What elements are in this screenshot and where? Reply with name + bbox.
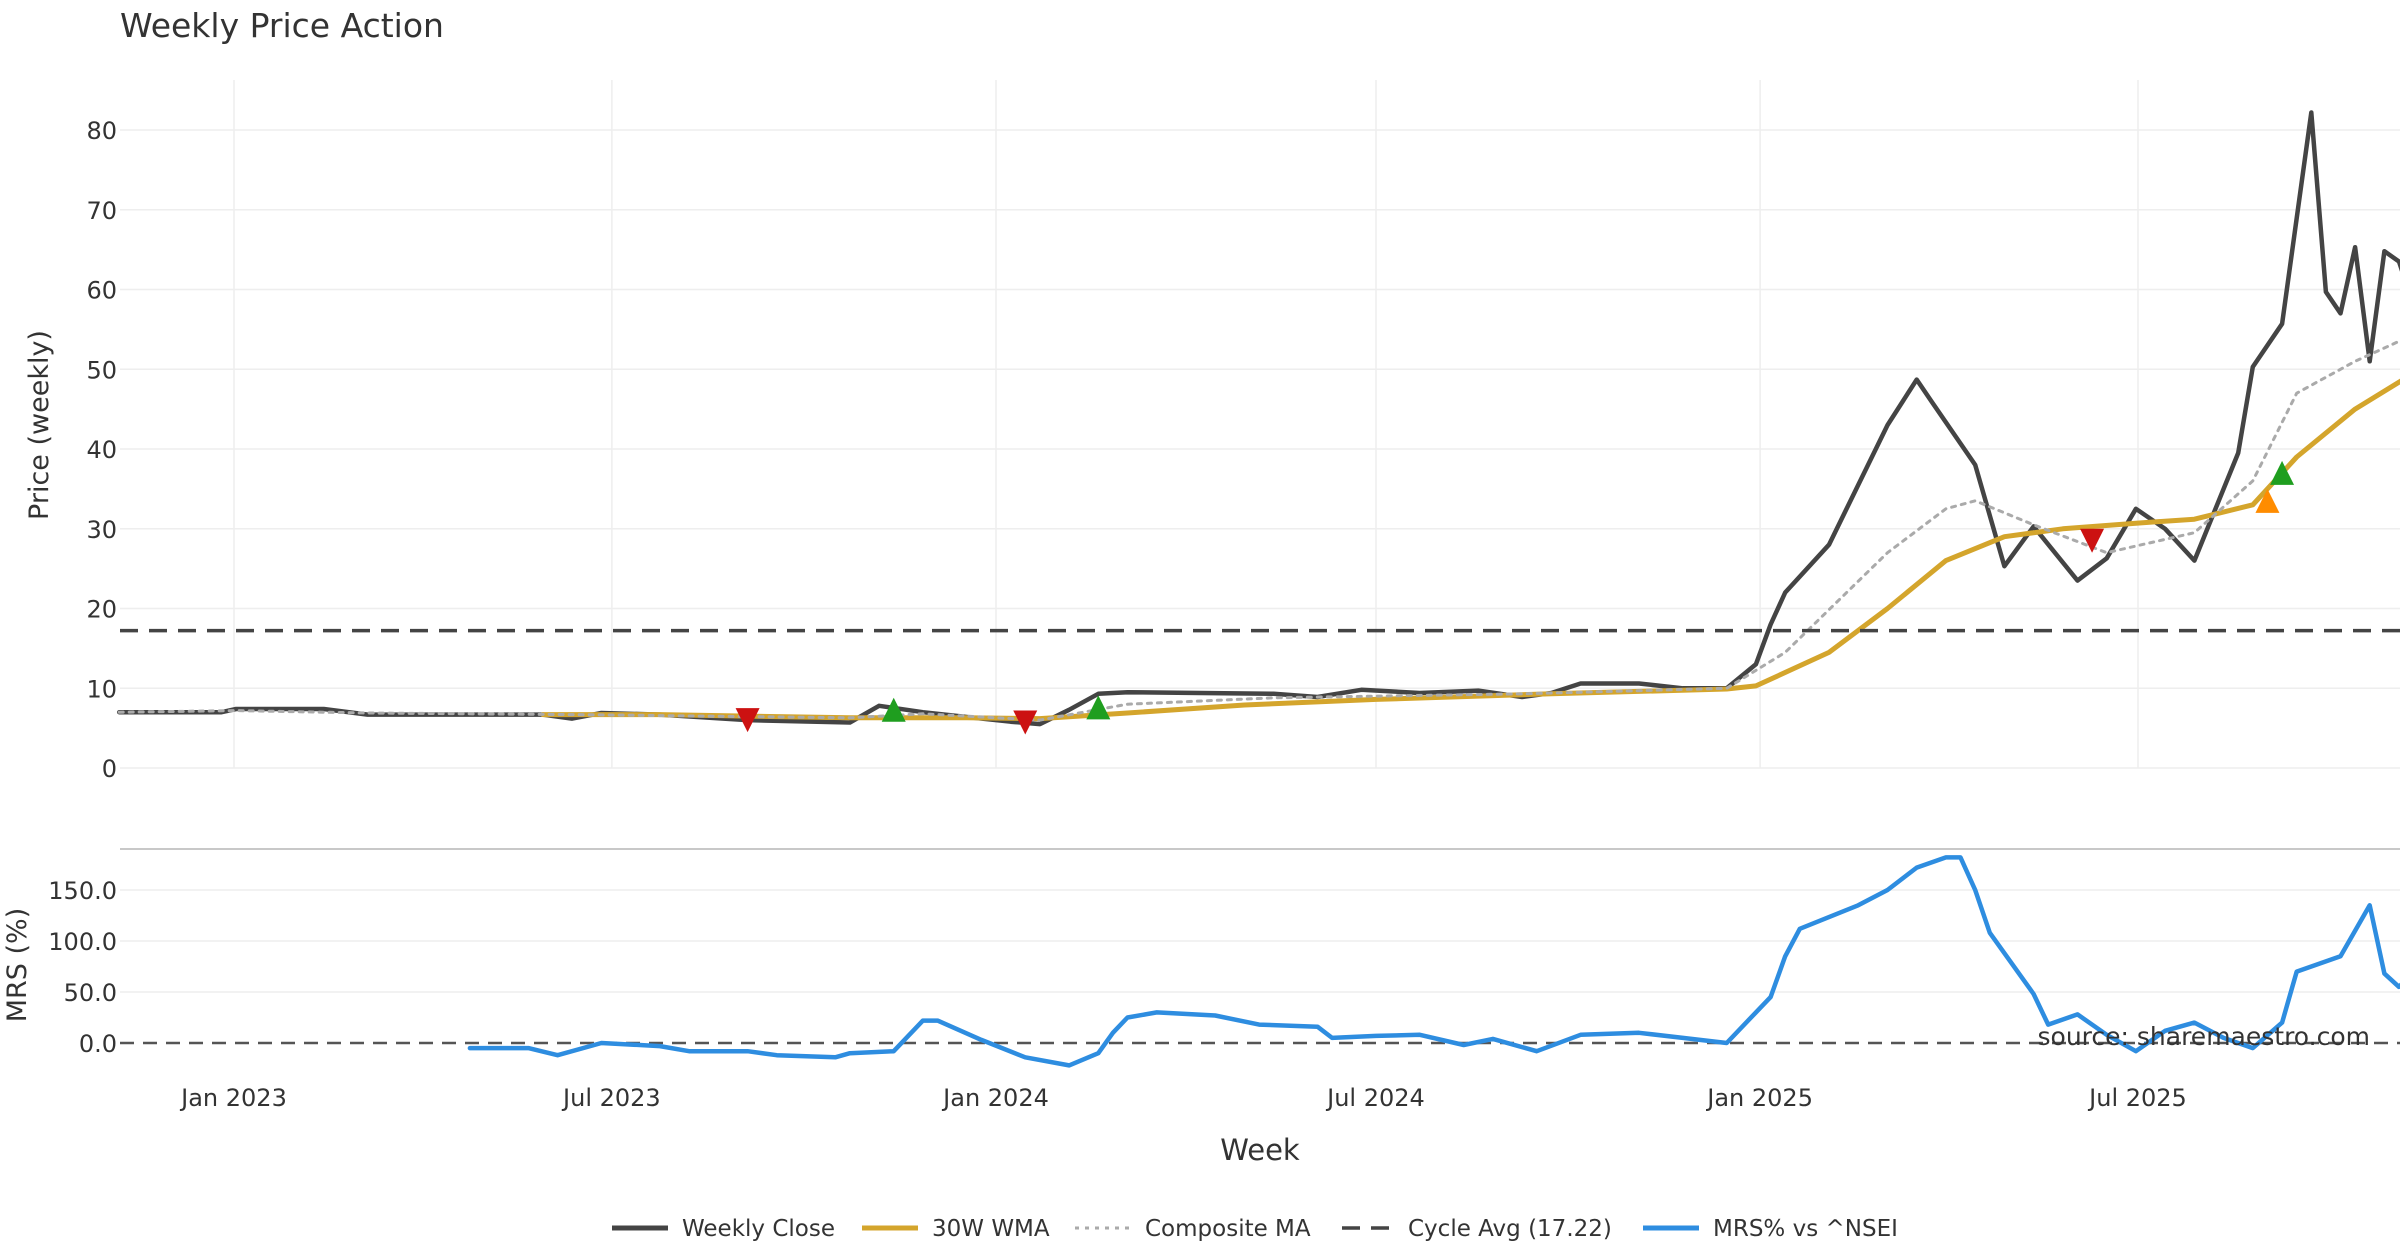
legend-label: Composite MA: [1145, 1216, 1311, 1242]
price-y-tick-labels: 0 10 20 30 40 50 60 70 80: [86, 117, 117, 783]
mrs-series-group: [467, 855, 2400, 1068]
x-tick-label: Jul 2025: [2087, 1084, 2187, 1112]
x-tick-label: Jan 2025: [1705, 1084, 1813, 1112]
x-tick-label: Jan 2024: [941, 1084, 1049, 1112]
buy-signal-marker: [1086, 695, 1111, 720]
price-y-axis-label: Price (weekly): [24, 330, 55, 520]
legend-label: MRS% vs ^NSEI: [1713, 1216, 1898, 1242]
mrs-line: [467, 855, 2400, 1068]
chart-title: Weekly Price Action: [120, 6, 444, 45]
chart-legend: Weekly Close 30W WMA Composite MA Cycle Avg…: [612, 1216, 1898, 1242]
price-panel-grid: [120, 80, 2400, 769]
sell-signal-marker: [2080, 528, 2105, 553]
sell-signal-marker: [1013, 710, 1038, 735]
x-tick-label: Jul 2023: [561, 1084, 661, 1112]
price-y-tick: 40: [86, 436, 117, 464]
source-watermark: source: sharemaestro.com: [2038, 1022, 2371, 1051]
buy-signal-marker: [2270, 460, 2295, 485]
mrs-y-tick: 50.0: [64, 979, 117, 1007]
price-y-tick: 50: [86, 356, 117, 384]
signal-markers: [735, 460, 2295, 735]
x-tick-label: Jan 2023: [179, 1084, 287, 1112]
price-y-tick: 80: [86, 117, 117, 145]
mrs-y-tick: 100.0: [48, 928, 117, 956]
x-axis-label: Week: [1220, 1133, 1300, 1167]
price-y-tick: 20: [86, 596, 117, 624]
legend-label: 30W WMA: [932, 1216, 1050, 1242]
price-y-tick: 10: [86, 675, 117, 703]
mrs-y-tick: 150.0: [48, 877, 117, 905]
mrs-y-tick-labels: 0.0 50.0 100.0 150.0: [48, 877, 117, 1058]
buy-signal-marker: [2255, 488, 2280, 513]
x-tick-label: Jul 2024: [1325, 1084, 1425, 1112]
buy-signal-marker: [881, 697, 906, 722]
price-y-tick: 60: [86, 277, 117, 305]
legend-label: Cycle Avg (17.22): [1408, 1216, 1612, 1242]
x-tick-labels: Jan 2023 Jul 2023 Jan 2024 Jul 2024 Jan 2025…: [179, 1084, 2187, 1112]
mrs-y-axis-label: MRS (%): [2, 908, 33, 1023]
sell-signal-marker: [735, 708, 760, 733]
price-y-tick: 70: [86, 197, 117, 225]
legend-label: Weekly Close: [682, 1216, 835, 1242]
price-y-tick: 0: [102, 755, 117, 783]
mrs-panel-grid: [120, 889, 2400, 1045]
mrs-y-tick: 0.0: [79, 1030, 117, 1058]
price-y-tick: 30: [86, 516, 117, 544]
